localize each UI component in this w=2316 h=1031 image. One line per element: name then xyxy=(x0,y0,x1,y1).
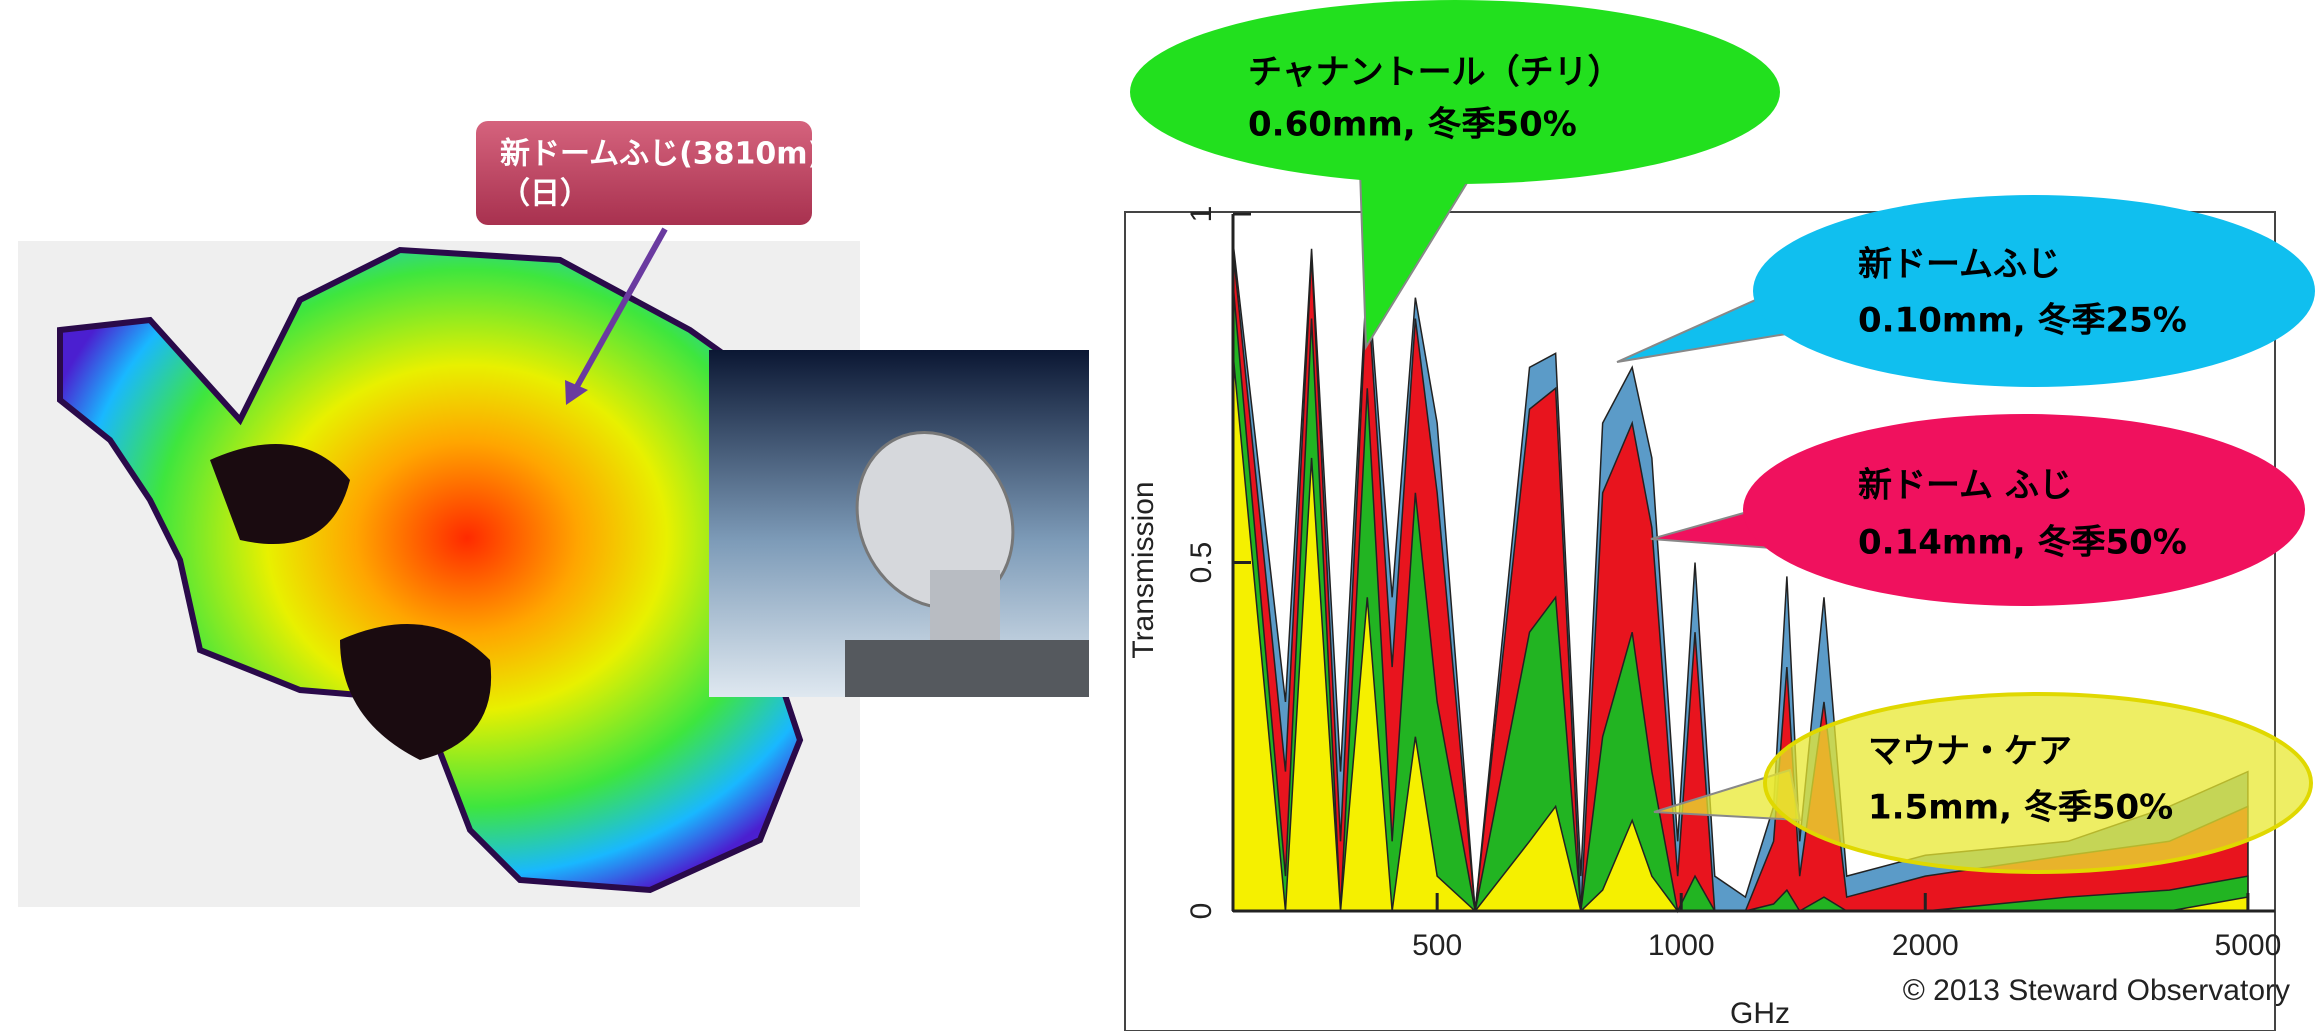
y-tick-label: 0 xyxy=(1185,903,1218,920)
x-tick-label: 2000 xyxy=(1892,929,1959,962)
callout-name: マウナ・ケア xyxy=(1868,732,2072,772)
x-tick-label: 500 xyxy=(1412,929,1462,962)
callout-detail: 1.5mm, 冬季50% xyxy=(1868,788,2173,828)
x-axis-label: GHz xyxy=(1730,997,1790,1030)
callout-detail: 0.14mm, 冬季50% xyxy=(1858,523,2187,563)
callout-name: チャナントール（チリ） xyxy=(1248,53,1622,93)
map-label: （日） xyxy=(500,177,590,212)
callout-name: 新ドームふじ xyxy=(1858,245,2061,285)
callout-bubble xyxy=(1743,414,2305,606)
slide: 新ドームふじ(3810m) （日） 0 0.5 1 500 1000 2000 5000 T… xyxy=(0,0,2316,1031)
callout-bubble xyxy=(1765,694,2311,872)
y-axis-label: Transmission xyxy=(1127,481,1160,658)
y-tick-label: 1 xyxy=(1185,206,1218,223)
callout-detail: 0.10mm, 冬季25% xyxy=(1858,301,2187,341)
x-tick-label: 1000 xyxy=(1648,929,1715,962)
callout-bubble xyxy=(1753,195,2315,387)
x-tick-label: 5000 xyxy=(2215,929,2282,962)
credit: © 2013 Steward Observatory xyxy=(1903,974,2290,1007)
page: {"slide": {"map_label": ["新ドームふじ(3810m)"… xyxy=(0,0,2316,1031)
y-tick-label: 0.5 xyxy=(1185,542,1218,584)
map-label: 新ドームふじ(3810m) xyxy=(500,137,821,172)
callout-name: 新ドーム ふじ xyxy=(1858,466,2073,506)
base xyxy=(845,640,1089,697)
mount xyxy=(930,570,1000,640)
callout-detail: 0.60mm, 冬季50% xyxy=(1248,105,1577,145)
